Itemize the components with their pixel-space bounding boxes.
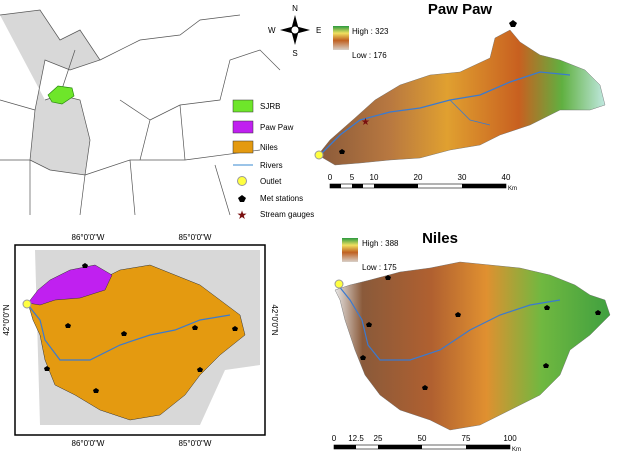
compass: N S E W [268, 4, 321, 58]
scale-label: 40 [502, 173, 511, 182]
scale-label: 30 [458, 173, 467, 182]
scale-label: 50 [418, 434, 427, 443]
scale-label: 75 [462, 434, 471, 443]
ramp-low: Low : 175 [362, 263, 397, 272]
niles-map: Niles High : 388 Low : 175 0 12.5 25 50 … [332, 230, 611, 453]
overview-map [0, 9, 281, 216]
legend-label: Stream gauges [260, 210, 314, 219]
latitude-label: 42°0'0"N [2, 304, 11, 335]
scale-label: 12.5 [348, 434, 364, 443]
legend: SJRB Paw Paw Niles Rivers Outlet Met sta… [232, 99, 314, 222]
scale-label: 20 [414, 173, 423, 182]
compass-north: N [292, 4, 298, 13]
longitude-label: 86°0'0"W [72, 439, 105, 448]
scale-label: 25 [374, 434, 383, 443]
gauge-symbol: ★ [237, 208, 248, 222]
map-title: Paw Paw [428, 1, 493, 18]
legend-label: SJRB [260, 102, 280, 111]
latitude-label: 42°0'0"N [270, 304, 279, 335]
legend-label: Niles [260, 143, 278, 152]
gauge: ★ [361, 117, 370, 128]
legend-label: Paw Paw [260, 123, 294, 132]
scale-unit: Km [512, 447, 521, 453]
compass-east: E [316, 26, 321, 35]
inset-map: 86°0'0"W 85°0'0"W 86°0'0"W 85°0'0"W 42°0… [2, 233, 279, 448]
scale-label: 100 [503, 434, 517, 443]
longitude-label: 85°0'0"W [179, 439, 212, 448]
legend-label: Met stations [260, 194, 303, 203]
compass-south: S [292, 49, 297, 58]
scale-unit: Km [508, 186, 517, 192]
compass-west: W [268, 26, 276, 35]
longitude-label: 86°0'0"W [72, 233, 105, 242]
longitude-label: 85°0'0"W [179, 233, 212, 242]
legend-label: Outlet [260, 177, 282, 186]
ramp-high: High : 323 [352, 27, 389, 36]
legend-label: Rivers [260, 161, 283, 170]
scale-label: 10 [370, 173, 379, 182]
scale-label: 0 [328, 173, 333, 182]
scale-label: 0 [332, 434, 337, 443]
paw-paw-map: Paw Paw High : 323 Low : 176 ★ 0 5 10 20… [314, 1, 606, 192]
map-title: Niles [422, 230, 458, 247]
ramp-low: Low : 176 [352, 51, 387, 60]
ramp-high: High : 388 [362, 239, 399, 248]
scale-label: 5 [350, 173, 355, 182]
